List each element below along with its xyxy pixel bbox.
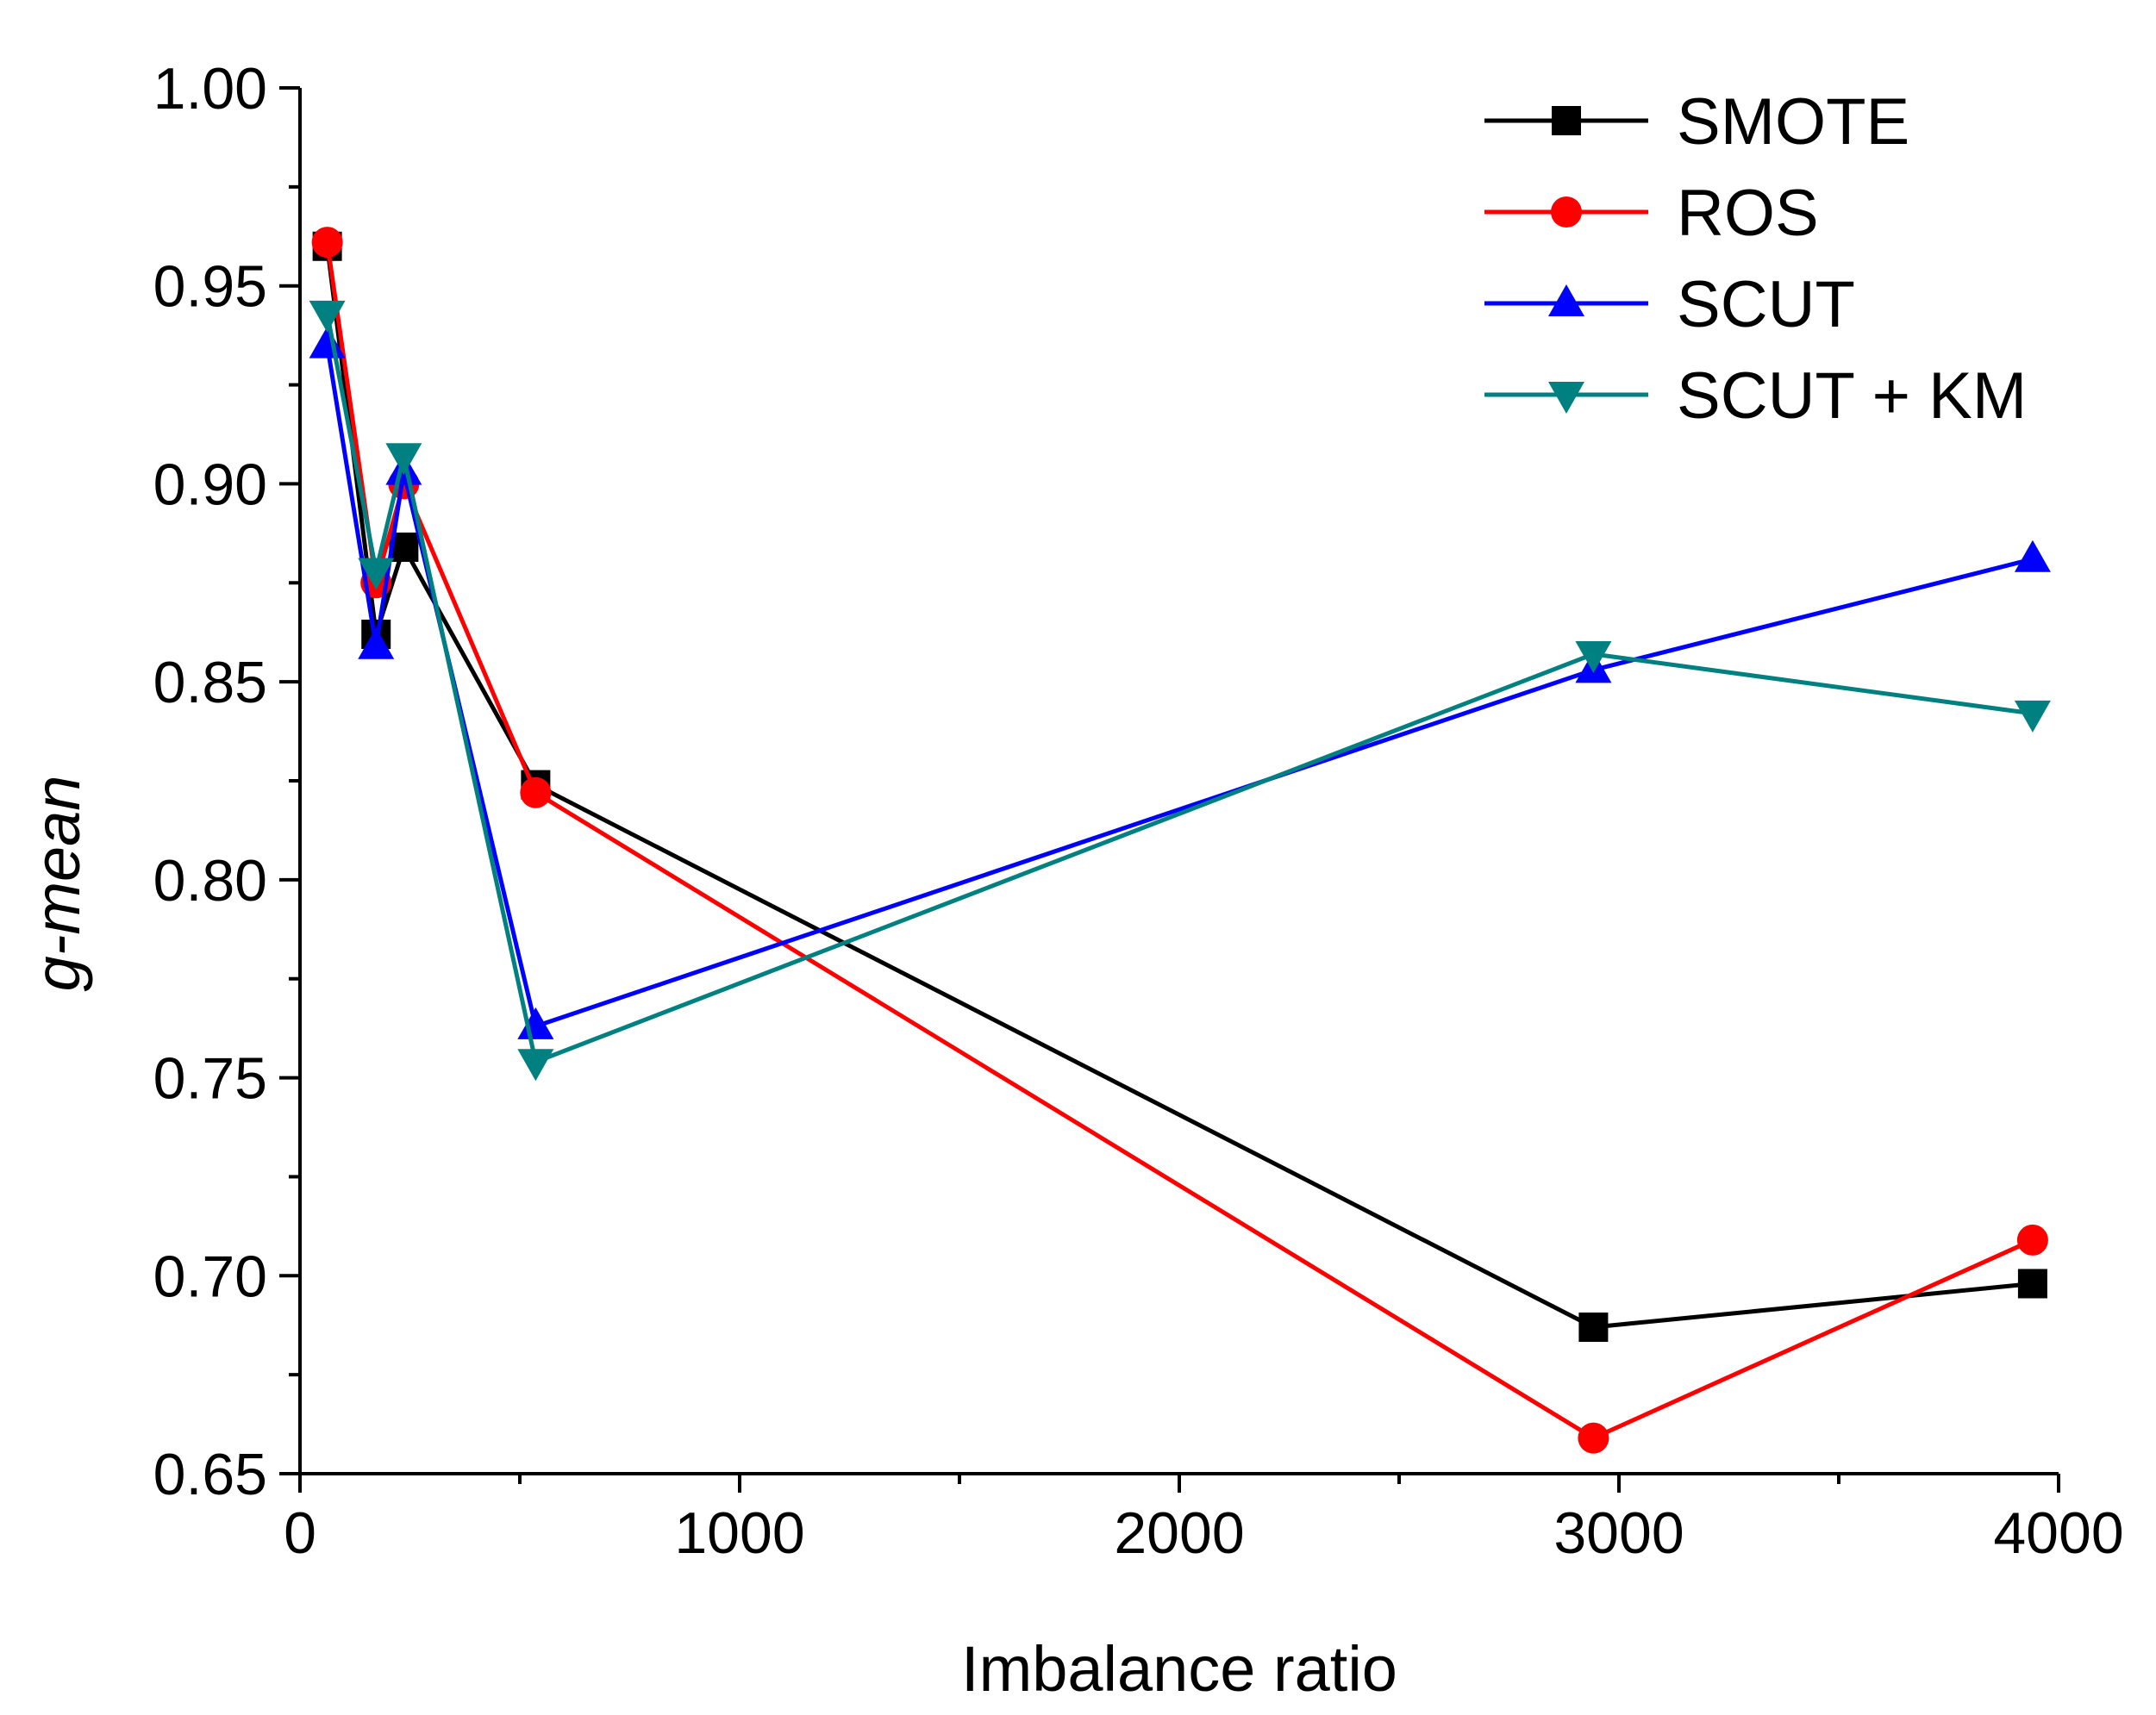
axes: 0 1000 2000 3000 4000 0.65 0.70 0.75 0.80 0.85 0.9… — [153, 56, 2124, 1566]
data-point-scut — [517, 1007, 554, 1039]
legend-item-ros: ROS — [1484, 177, 1819, 250]
y-tick-label: 0.70 — [153, 1244, 267, 1309]
series-scut-km — [309, 300, 2051, 1082]
legend-label: SCUT — [1677, 268, 1855, 341]
x-tick-label: 0 — [284, 1500, 316, 1566]
data-point-ros — [520, 776, 552, 808]
legend-item-smote: SMOTE — [1484, 85, 1909, 159]
legend: SMOTE ROS SCUT SCUT + KM — [1484, 85, 2027, 433]
y-axis-title: g-mean — [22, 776, 93, 992]
data-point-ros — [1578, 1422, 1609, 1454]
legend-marker — [1548, 382, 1584, 414]
x-tick-label: 3000 — [1553, 1500, 1684, 1566]
x-tick-label: 2000 — [1114, 1500, 1244, 1566]
legend-label: ROS — [1677, 177, 1819, 250]
series-layer — [309, 227, 2051, 1454]
data-point-scut-km — [517, 1049, 554, 1082]
legend-marker — [1548, 284, 1584, 316]
data-point-smote — [2017, 1269, 2047, 1299]
data-point-scut — [358, 627, 395, 659]
series-line-scut-km — [325, 313, 2034, 1064]
x-tick-label: 1000 — [674, 1500, 804, 1566]
data-point-smote — [1578, 1313, 1609, 1343]
data-point-scut-km — [1575, 640, 1612, 673]
data-point-ros — [2016, 1224, 2048, 1256]
legend-marker — [1551, 196, 1582, 228]
y-tick-label: 0.85 — [153, 650, 267, 715]
data-point-scut-km — [2014, 700, 2051, 733]
series-line-scut — [325, 345, 2034, 1029]
y-tick-label: 0.80 — [153, 848, 267, 914]
y-tick-label: 0.90 — [153, 452, 267, 517]
data-point-scut-km — [385, 443, 422, 476]
data-point-scut — [2014, 539, 2051, 572]
y-tick-label: 1.00 — [153, 56, 267, 122]
legend-item-scut: SCUT — [1484, 268, 1855, 341]
data-point-scut-km — [309, 300, 346, 333]
x-tick-label: 4000 — [1993, 1500, 2123, 1566]
legend-marker — [1552, 106, 1581, 135]
y-tick-label: 0.65 — [153, 1442, 267, 1507]
legend-label: SMOTE — [1677, 85, 1909, 159]
legend-label: SCUT + KM — [1677, 359, 2027, 433]
x-axis-title: Imbalance ratio — [961, 1633, 1397, 1705]
y-tick-label: 0.75 — [153, 1046, 267, 1112]
legend-item-scut-km: SCUT + KM — [1484, 359, 2027, 433]
data-point-ros — [311, 227, 343, 259]
data-point-scut-km — [358, 558, 395, 590]
y-tick-label: 0.95 — [153, 254, 267, 320]
